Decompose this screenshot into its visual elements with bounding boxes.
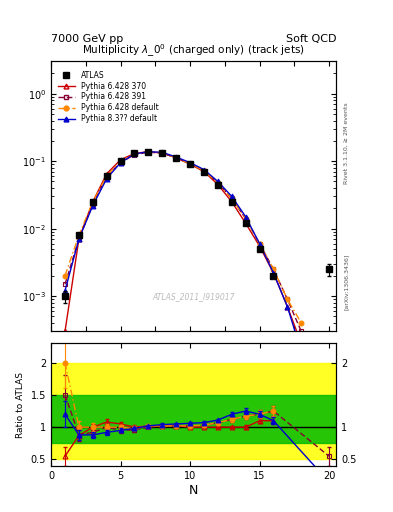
Text: ATLAS_2011_I919017: ATLAS_2011_I919017 [152, 292, 235, 301]
Text: Soft QCD: Soft QCD [286, 33, 336, 44]
Text: [arXiv:1306.3436]: [arXiv:1306.3436] [344, 253, 349, 310]
Text: Multiplicity $\lambda\_0^0$ (charged only) (track jets): Multiplicity $\lambda\_0^0$ (charged onl… [82, 42, 305, 59]
X-axis label: N: N [189, 483, 198, 497]
Text: Rivet 3.1.10, ≥ 2M events: Rivet 3.1.10, ≥ 2M events [344, 102, 349, 184]
Text: 7000 GeV pp: 7000 GeV pp [51, 33, 123, 44]
Bar [51, 395, 336, 443]
Legend: ATLAS, Pythia 6.428 370, Pythia 6.428 391, Pythia 6.428 default, Pythia 8.3?? de: ATLAS, Pythia 6.428 370, Pythia 6.428 39… [58, 71, 158, 123]
Bar [51, 362, 336, 459]
Y-axis label: Ratio to ATLAS: Ratio to ATLAS [16, 372, 25, 438]
